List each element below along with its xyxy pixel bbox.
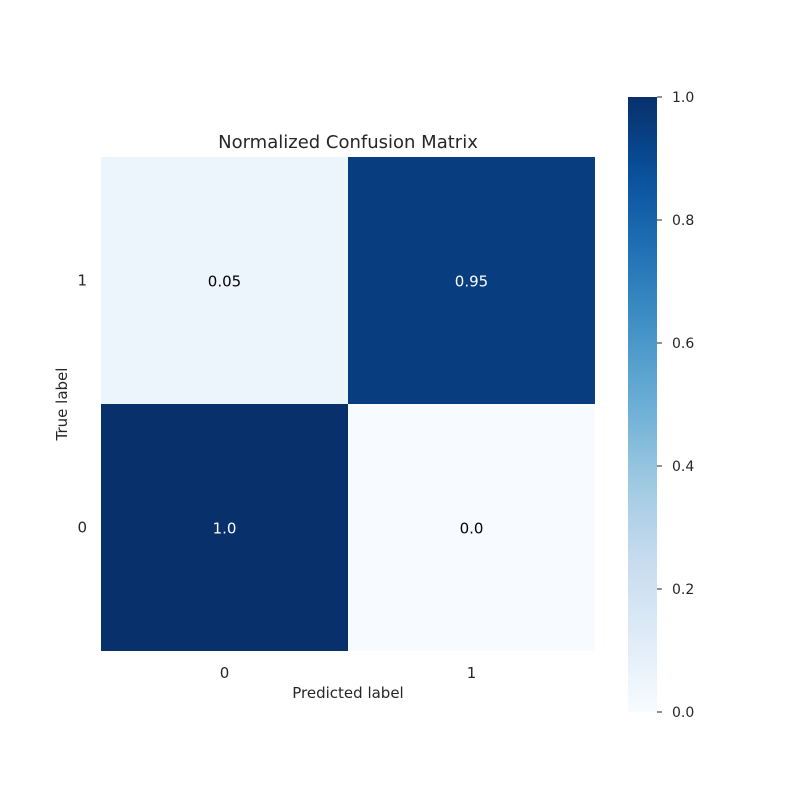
axis-ticks: 0 1 1 0 [77, 272, 476, 683]
cell-value-label: 1.0 [213, 520, 237, 538]
colorbar-tick-label: 0.4 [672, 459, 694, 475]
cell-value-label: 0.05 [208, 273, 241, 291]
colorbar-tick-label: 1.0 [672, 90, 694, 106]
y-tick-label: 0 [77, 519, 87, 537]
heatmap-cell [101, 157, 348, 404]
y-axis-label: True label [53, 368, 71, 442]
chart-title: Normalized Confusion Matrix [218, 132, 478, 153]
colorbar-tick-label: 0.2 [672, 582, 694, 598]
y-tick-label: 1 [77, 272, 87, 290]
heatmap-cell [348, 404, 595, 651]
heatmap-cell [101, 404, 348, 651]
colorbar: 0.0 0.2 0.4 0.6 0.8 1.0 [628, 90, 694, 721]
cell-value-label: 0.0 [460, 520, 484, 538]
colorbar-tick-label: 0.6 [672, 336, 694, 352]
cell-value-label: 0.95 [455, 273, 488, 291]
colorbar-gradient [628, 97, 657, 712]
x-axis-label: Predicted label [292, 684, 403, 702]
colorbar-tick-label: 0.8 [672, 213, 694, 229]
heatmap-cells: 0.05 0.95 1.0 0.0 [101, 157, 595, 651]
colorbar-tick-label: 0.0 [672, 705, 694, 721]
heatmap-cell [348, 157, 595, 404]
x-tick-label: 0 [220, 664, 230, 682]
x-tick-label: 1 [467, 664, 477, 682]
